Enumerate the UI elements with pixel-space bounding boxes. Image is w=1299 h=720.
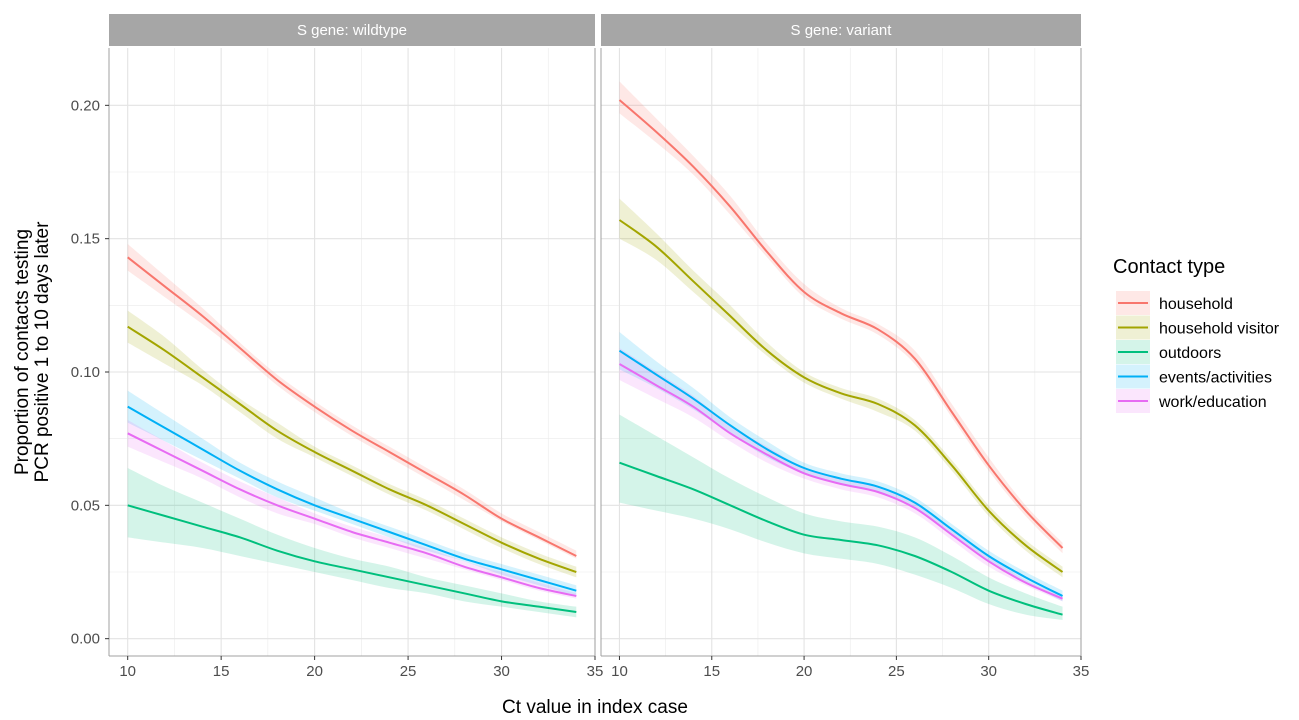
legend-item-work-education: work/education: [1116, 389, 1267, 413]
legend-item-events-activities: events/activities: [1116, 364, 1272, 389]
x-tick-label: 15: [213, 663, 230, 680]
facet-strip: [601, 14, 1081, 46]
gridlines: [601, 48, 1082, 656]
series-line-outdoors: [619, 461, 1063, 616]
legend-label: outdoors: [1159, 345, 1221, 362]
ribbon-events-activities: [127, 390, 577, 596]
ribbon-outdoors: [619, 414, 1063, 620]
legend-label: events/activities: [1159, 370, 1272, 387]
series-line-events-activities: [127, 405, 577, 592]
x-tick-label: 15: [703, 663, 720, 680]
series-lines: [618, 99, 1064, 616]
legend-label: household: [1159, 296, 1233, 313]
legend-item-outdoors: outdoors: [1116, 340, 1221, 364]
x-tick-label: 30: [980, 663, 997, 680]
facet-strip-label: S gene: wildtype: [297, 22, 407, 39]
x-axis-title: Ct value in index case: [502, 697, 688, 718]
x-tick-label: 20: [796, 663, 813, 680]
ribbon-household-visitor: [619, 198, 1063, 578]
x-tick-label: 10: [611, 663, 628, 680]
x-tick-label: 35: [1073, 663, 1090, 680]
legend: Contact type household household visitor ou…: [1113, 256, 1280, 413]
series-line-work-education: [127, 432, 577, 597]
legend-label: work/education: [1158, 394, 1267, 411]
series-line-outdoors: [127, 504, 577, 613]
y-tick-label: 0.15: [71, 231, 100, 248]
ribbon-work-education: [619, 348, 1063, 602]
panel-background: [601, 48, 1081, 656]
x-tick-label: 35: [587, 663, 604, 680]
y-axis-title-line-2: PCR positive 1 to 10 days later: [32, 221, 53, 483]
x-tick-label: 25: [400, 663, 417, 680]
x-tick-label: 10: [119, 663, 136, 680]
ribbon-household: [619, 81, 1063, 554]
legend-title: Contact type: [1113, 256, 1225, 278]
ribbon-household-visitor: [127, 310, 577, 578]
y-tick-label: 0.05: [71, 497, 100, 514]
legend-item-household-visitor: household visitor: [1116, 315, 1280, 340]
ribbon-outdoors: [127, 468, 577, 618]
legend-label: household visitor: [1159, 321, 1280, 338]
panel-s-gene-variant: S gene: variant 10 15 20 25 30 35: [600, 14, 1090, 680]
confidence-ribbons: [127, 244, 577, 618]
x-tick-label: 30: [493, 663, 510, 680]
ribbon-work-education: [127, 420, 577, 599]
facet-strip: [109, 14, 595, 46]
x-tick-label: 25: [888, 663, 905, 680]
facet-strip-label: S gene: variant: [791, 22, 893, 39]
legend-item-household: household: [1116, 291, 1233, 315]
series-line-household: [618, 99, 1064, 549]
panel-background: [109, 48, 595, 656]
series-line-household-visitor: [127, 325, 577, 573]
y-axis-title-line-1: Proportion of contacts testing: [12, 229, 33, 475]
x-tick-label: 20: [306, 663, 323, 680]
series-line-events-activities: [618, 349, 1063, 597]
y-axis-title: Proportion of contacts testingPCR positi…: [12, 221, 53, 483]
series-line-household: [127, 256, 577, 557]
series-lines: [127, 256, 577, 613]
panel-s-gene-wildtype: S gene: wildtype 10 15 20 25 30 35: [108, 14, 604, 680]
series-line-work-education: [618, 363, 1063, 600]
y-tick-label: 0.00: [71, 631, 100, 648]
series-line-household-visitor: [618, 219, 1064, 573]
y-tick-label: 0.10: [71, 364, 100, 381]
y-tick-label: 0.20: [71, 97, 100, 114]
